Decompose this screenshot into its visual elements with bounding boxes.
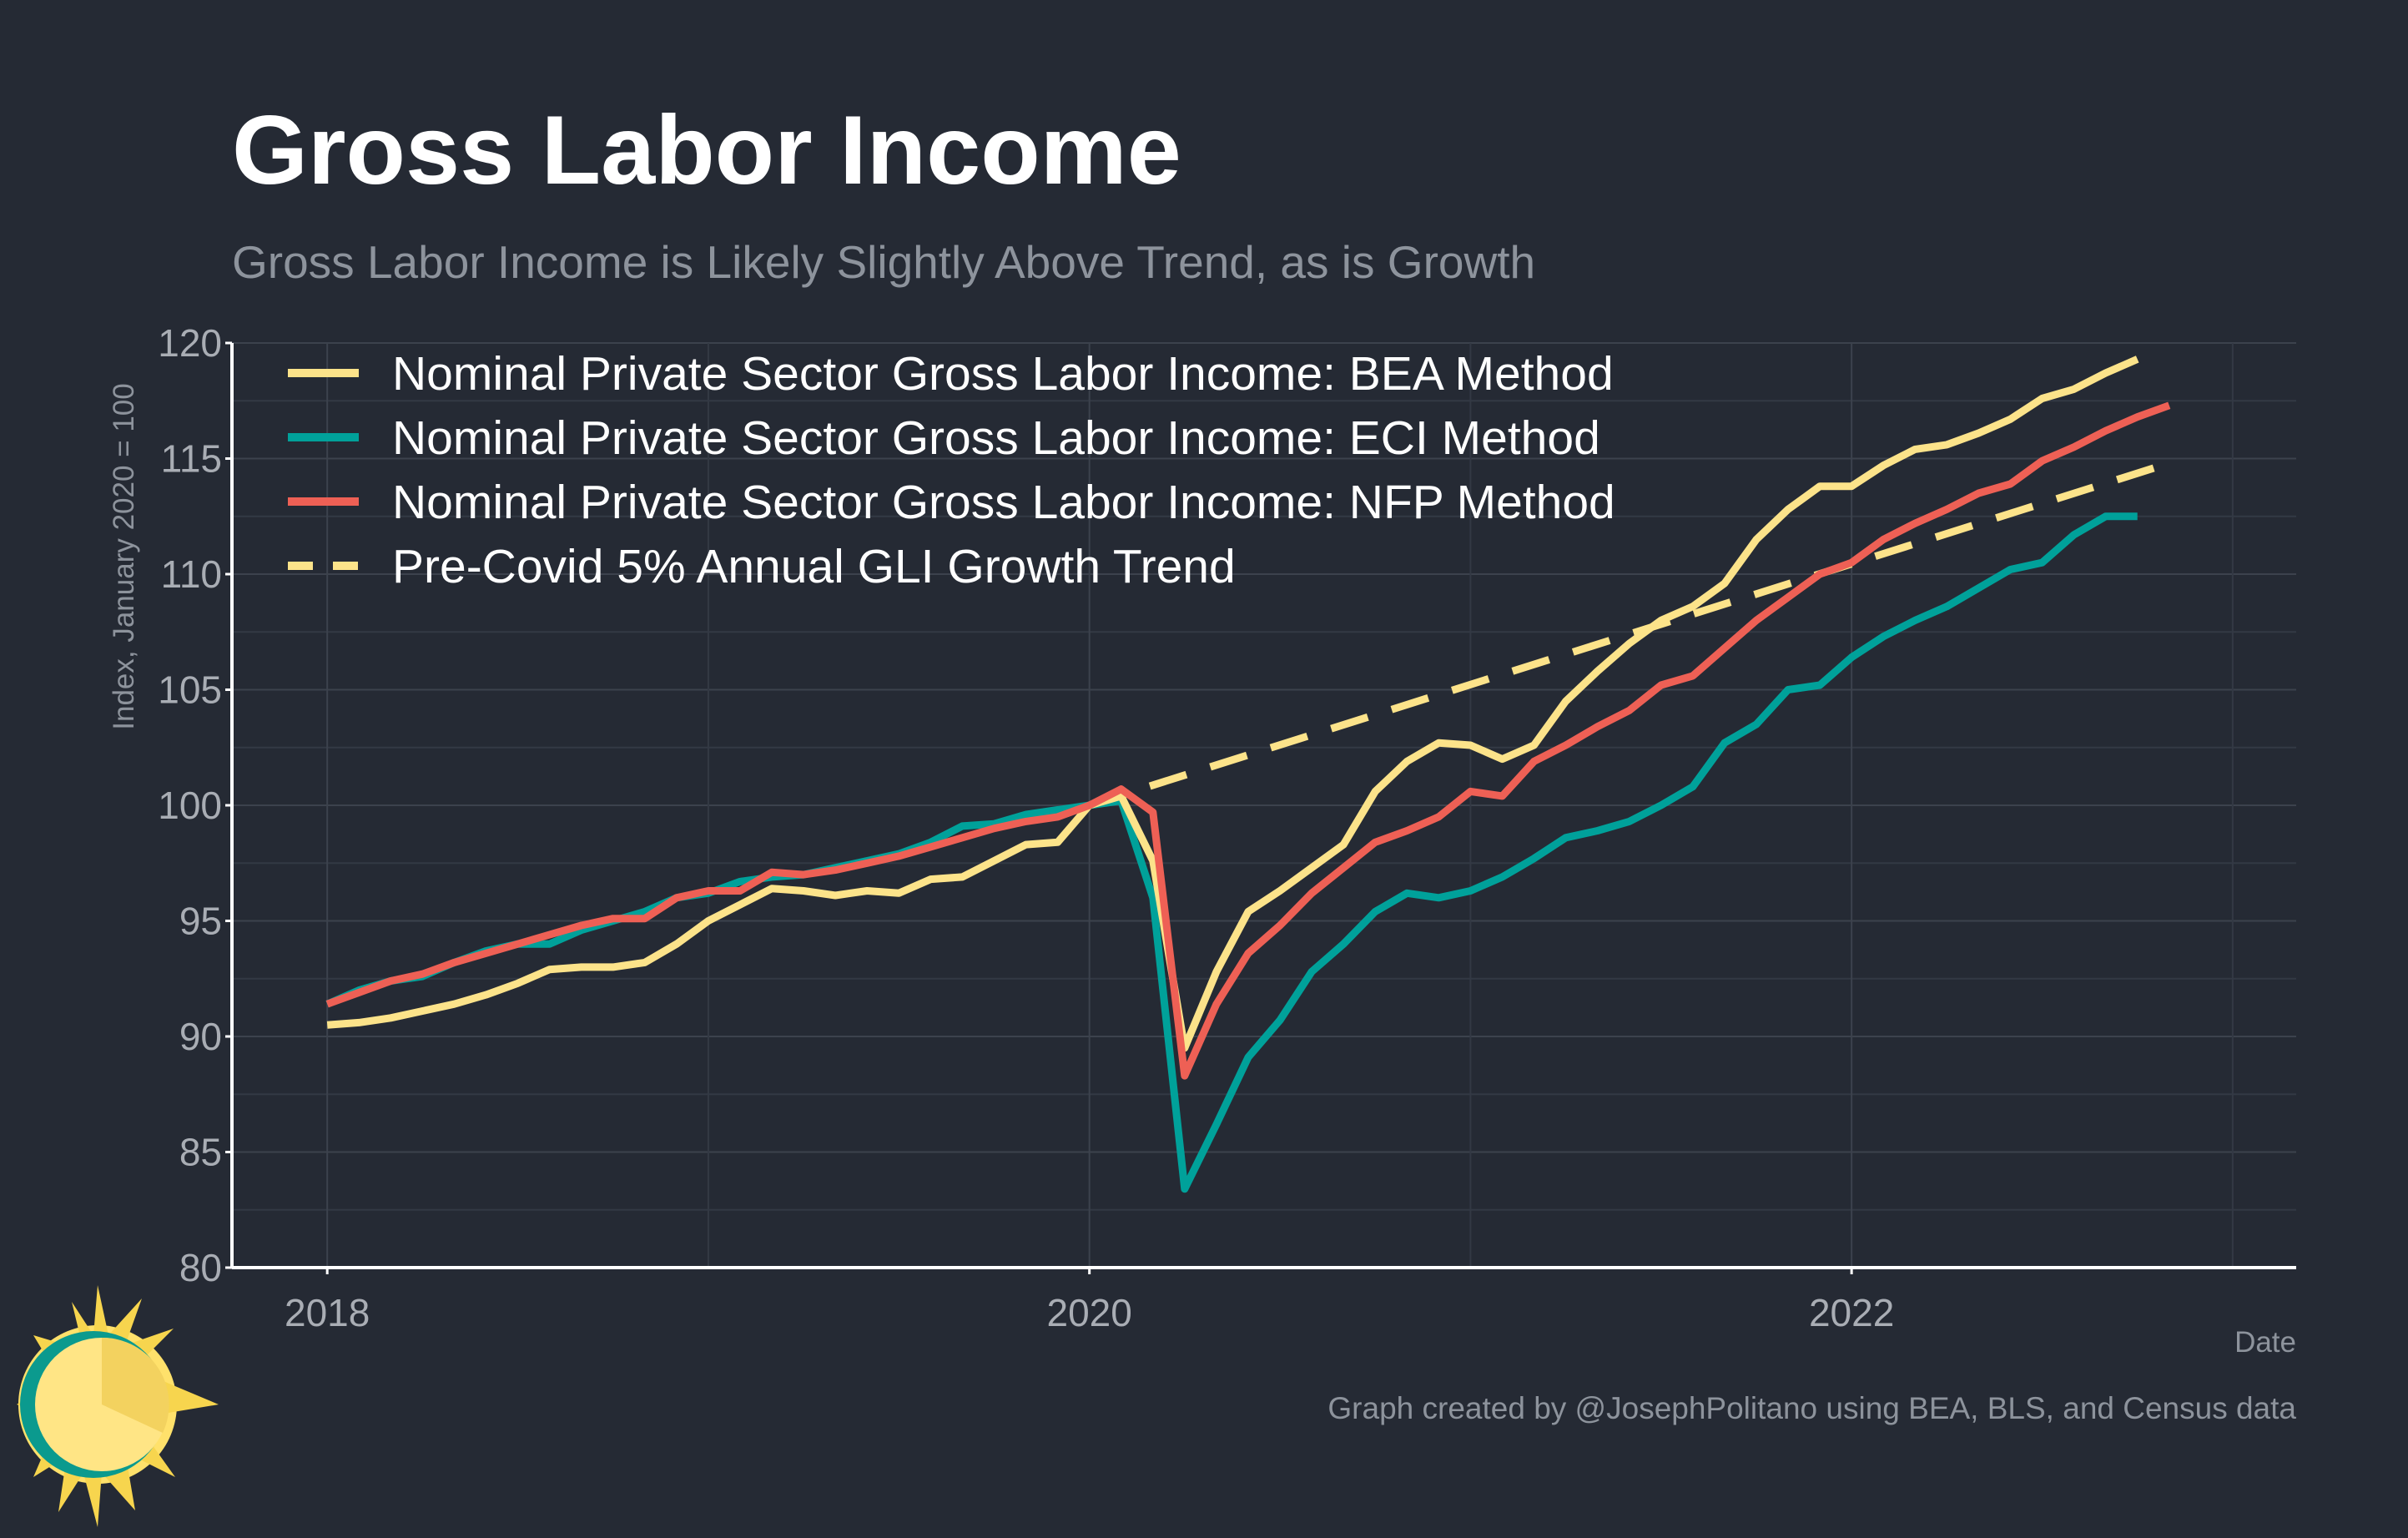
y-tick-label: 100 [158,784,222,827]
x-axis-title: Date [2234,1326,2296,1359]
y-axis-ticks: 80 85 90 95 100 105 110 115 120 [158,321,232,1289]
x-axis-ticks: 2018 2020 2022 [285,1268,1894,1334]
y-tick-label: 90 [179,1015,222,1058]
legend-label: Nominal Private Sector Gross Labor Incom… [392,347,1614,401]
x-tick-label: 2020 [1046,1291,1131,1334]
chart-subtitle: Gross Labor Income is Likely Slightly Ab… [232,236,1535,288]
legend: Nominal Private Sector Gross Labor Incom… [288,347,1615,593]
series-line-2 [325,401,2171,1080]
chart-caption: Graph created by @JosephPolitano using B… [1327,1391,2296,1425]
y-tick-label: 95 [179,900,222,943]
y-tick-label: 115 [161,437,222,481]
y-tick-label: 105 [158,668,222,712]
legend-label: Nominal Private Sector Gross Labor Incom… [392,476,1615,529]
sun-logo-icon [17,1285,219,1527]
y-axis-title: Index, January 2020 = 100 [108,383,140,729]
y-tick-label: 110 [161,552,222,596]
y-tick-label: 120 [158,321,222,365]
chart-title: Gross Labor Income [232,95,1181,204]
series-line-0 [326,356,2139,1052]
y-tick-label: 85 [179,1131,222,1174]
x-tick-label: 2022 [1809,1291,1894,1334]
legend-label: Pre-Covid 5% Annual GLI Growth Trend [392,540,1236,593]
legend-label: Nominal Private Sector Gross Labor Incom… [392,411,1600,465]
x-tick-label: 2018 [285,1291,370,1334]
sun-shade [102,1337,169,1433]
y-tick-label: 80 [179,1246,222,1289]
series-lines [325,356,2171,1193]
grid-lines [232,342,2296,1268]
